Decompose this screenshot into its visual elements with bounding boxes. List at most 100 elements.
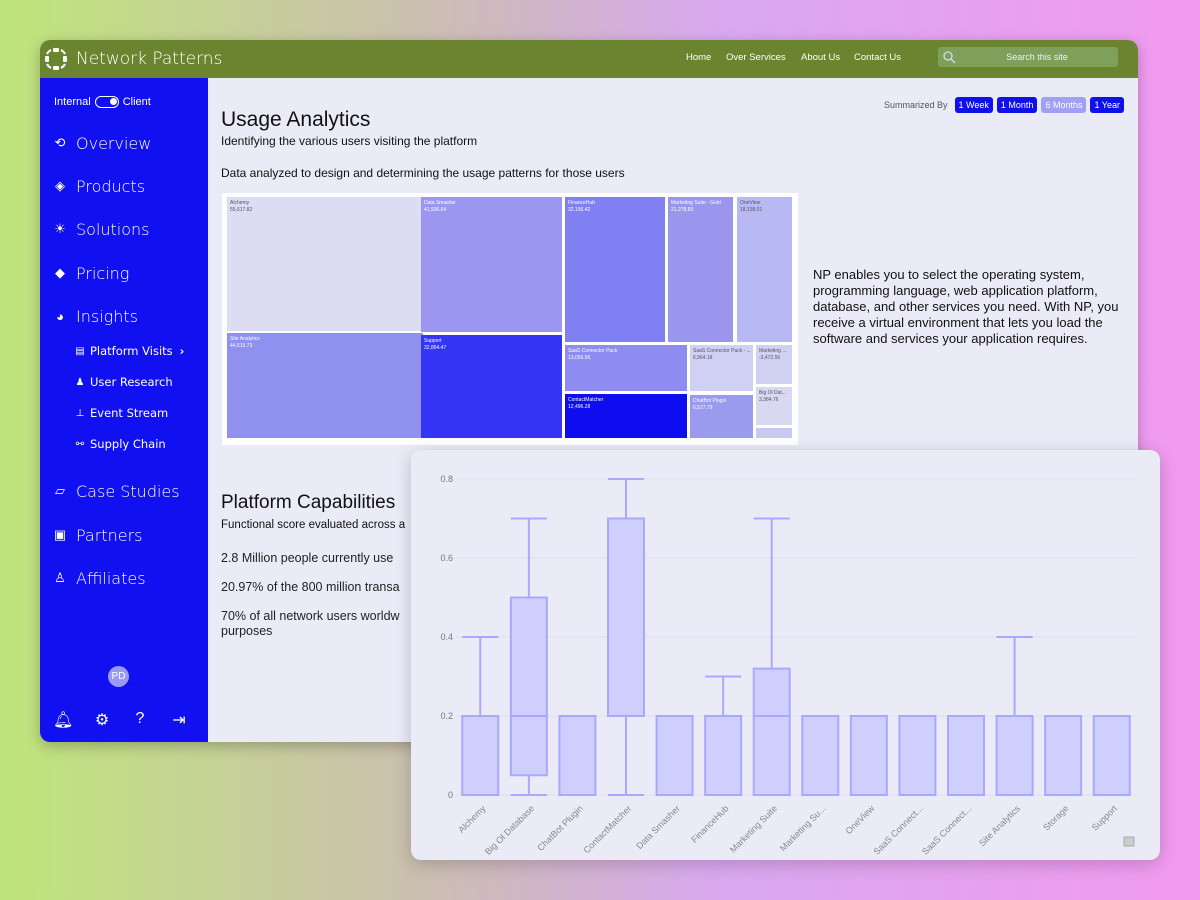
box[interactable] [704,715,743,796]
pie-chart-icon: ◕ [56,309,64,325]
treemap-cell[interactable]: Data Smasher 41,936.64 [421,197,562,332]
avatar[interactable]: PD [108,666,129,687]
usage-treemap: Alchemy 55,617.82 Site Analytics 44,515.73 D… [222,193,798,445]
logo-icon [45,48,67,70]
treemap-cell[interactable]: Alchemy 55,617.82 [227,197,423,331]
period-6-months[interactable]: 6 Months [1041,97,1087,113]
treemap-cell[interactable]: ChatBot Plugin 6,527.79 [690,395,753,438]
sidebar-subitem-label: User Research [90,375,173,389]
treemap-cell-label: Alchemy [230,200,250,206]
box[interactable] [461,715,500,796]
treemap-cell[interactable]: OneView 18,138.01 [737,197,792,342]
box[interactable] [558,715,597,796]
sidebar-item-affiliates[interactable]: ♙ Affiliates [52,569,146,588]
sidebar-subitem-user-research[interactable]: ♟ User Research [74,375,173,389]
chevron-right-icon: › [179,344,185,358]
nav-services[interactable]: Over Services [726,52,786,63]
treemap-cell-label: Data Smasher [424,200,456,206]
gear-icon[interactable]: ⚙ [94,712,110,729]
x-tick-label: Alchemy [456,803,488,835]
toggle-switch[interactable] [94,96,119,108]
treemap-cell[interactable]: Marketing Suite - Gold 21,278.83 [668,197,733,342]
user-check-icon: ♟ [75,376,85,388]
lightbulb-icon: ☀ [54,222,66,237]
sidebar-item-partners[interactable]: ▣ Partners [52,526,143,545]
treemap-cell-value: 44,515.73 [230,343,253,349]
sidebar-item-products[interactable]: ◈ Products [52,177,145,196]
treemap-cell-label: Big Ol Dat... [759,390,786,396]
search-input[interactable]: Search this site [938,47,1118,67]
treemap-cell[interactable]: ContactMatcher 12,496.28 [565,394,687,438]
box[interactable] [752,667,791,797]
sidebar-subitem-label: Event Stream [90,406,169,420]
internal-client-toggle[interactable]: Internal Client [54,96,151,108]
period-1-year[interactable]: 1 Year [1090,97,1124,113]
page-description: Data analyzed to design and determining … [221,166,625,180]
box[interactable] [995,715,1034,796]
x-tick-label: OneView [843,803,876,836]
np-description: NP enables you to select the operating s… [813,267,1119,346]
sidebar-subitem-event-stream[interactable]: ⊥ Event Stream [74,406,169,420]
treemap-cell-label: OneView [740,200,761,206]
treemap-cell-value: 3,384.76 [759,397,779,403]
cube-icon: ◈ [55,179,65,194]
treemap-cell-value: 32,156.42 [568,207,591,213]
download-image-icon[interactable] [1123,836,1135,847]
treemap-cell-value: 12,496.28 [568,404,591,410]
box[interactable] [947,715,985,796]
box[interactable] [655,715,694,796]
box[interactable] [1044,715,1083,796]
toggle-label-internal: Internal [54,96,91,108]
nav-home[interactable]: Home [686,52,712,63]
logout-icon[interactable]: ⇥ [172,712,186,729]
y-tick-label: 0.6 [440,553,453,563]
sidebar-item-overview[interactable]: ⟲ Overview [52,134,152,153]
period-selector: Summarized By 1 Week 1 Month 6 Months 1 … [884,97,1124,113]
treemap-cell-label: SaaS Connector Pack [568,348,618,354]
treemap-cell[interactable]: SaaS Connector Pack 13,059.56 [565,345,687,391]
treemap-cell[interactable]: Support 32,864.47 [421,335,562,438]
treemap-cell[interactable]: Marketing ... -3,472.56 [756,345,792,384]
y-tick-label: 0.4 [440,632,453,642]
toggle-label-client: Client [122,96,151,108]
id-card-icon: ▣ [53,528,67,543]
box[interactable] [801,715,840,796]
box[interactable] [1092,715,1131,796]
sidebar-subitem-platform-visits[interactable]: ▤ Platform Visits › [74,344,184,358]
period-1-month[interactable]: 1 Month [996,97,1038,113]
top-header: Network Patterns Home Over Services Abou… [40,40,1138,78]
nav-contact[interactable]: Contact Us [854,52,901,63]
treemap-cell[interactable]: Big Ol Dat... 3,384.76 [756,387,792,425]
box[interactable] [898,715,937,796]
sidebar-subitem-supply-chain[interactable]: ⚯ Supply Chain [74,437,166,451]
treemap-cell[interactable]: FinanceHub 32,156.42 [565,197,665,342]
x-tick-label: Site Analytics [977,803,1022,848]
bell-icon[interactable]: 🔔︎ [53,712,74,729]
help-icon[interactable]: ? [135,710,145,727]
treemap-cell-value: 6,964.18 [693,355,713,361]
sidebar-item-label: Partners [76,526,143,545]
sidebar-item-case-studies[interactable]: ▱ Case Studies [52,482,180,501]
sidebar-item-insights[interactable]: ◕ Insights [52,307,138,326]
box[interactable] [509,596,548,777]
box[interactable] [607,517,645,717]
treemap-cell[interactable]: Site Analytics 44,515.73 [227,333,423,438]
treemap-cell-value: 18,138.01 [740,207,763,213]
treemap-cell-label: Marketing ... [759,348,787,354]
sidebar-item-label: Affiliates [76,569,146,588]
box[interactable] [849,715,888,796]
page-subtitle: Identifying the various users visiting t… [221,134,478,148]
treemap-cell-value: 13,059.56 [568,355,591,361]
x-tick-label: ChatBot Plugin [535,803,585,853]
book-icon: ▱ [55,484,65,499]
sidebar-item-pricing[interactable]: ◆ Pricing [52,264,129,283]
sidebar-item-solutions[interactable]: ☀ Solutions [52,220,149,239]
treemap-cell[interactable]: SaaS Connector Pack - ... 6,964.18 [690,345,753,391]
treemap-cell-label: SaaS Connector Pack - ... [693,348,751,354]
brand-logo[interactable]: Network Patterns [44,47,222,71]
x-tick-label: Marketing Su... [778,803,828,853]
period-1-week[interactable]: 1 Week [954,97,993,113]
nav-about[interactable]: About Us [801,52,841,63]
treemap-cell[interactable] [756,428,792,438]
brand-name: Network Patterns [76,49,223,69]
